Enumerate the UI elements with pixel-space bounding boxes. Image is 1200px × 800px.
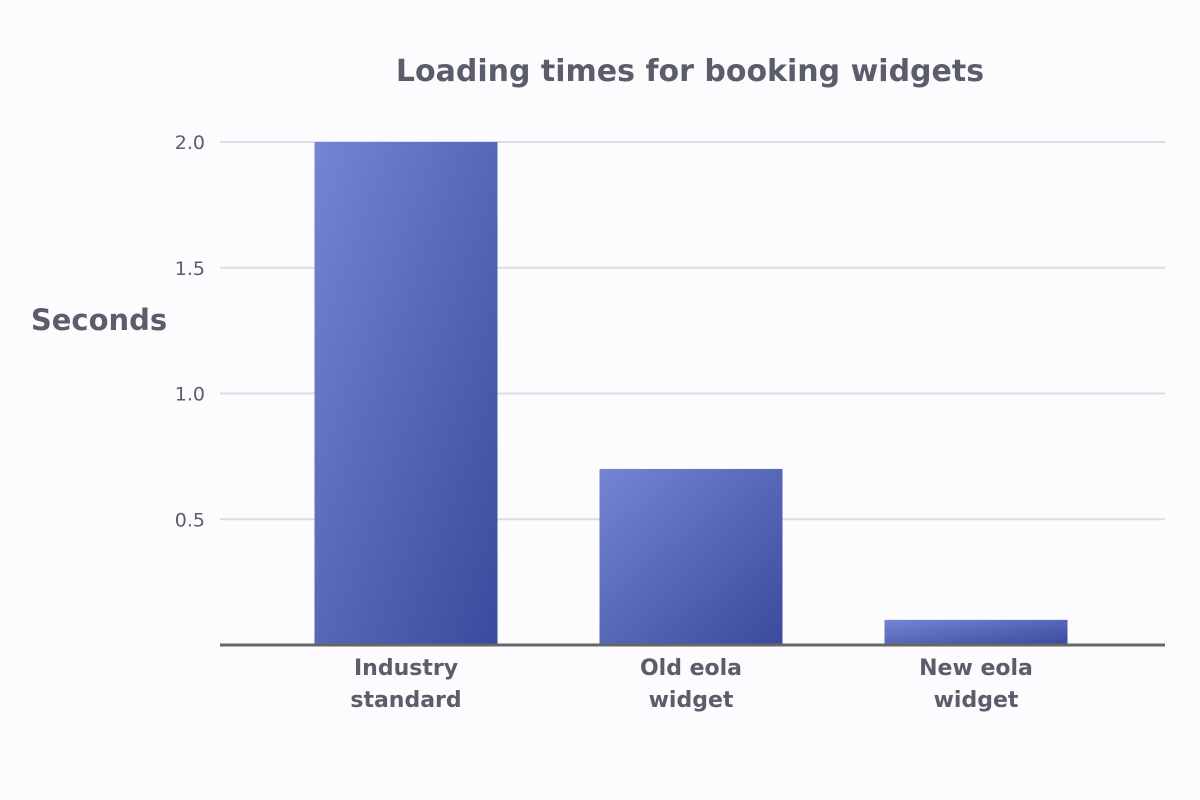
x-category-label: Industry standard: [350, 656, 461, 713]
x-category-label-line: Old eola: [640, 656, 742, 681]
x-axis-categories: Industry standard Old eola widget New eola wi…: [350, 656, 1033, 713]
bar: [884, 619, 1068, 645]
y-axis-label: Seconds: [31, 303, 167, 337]
x-category-label-line: New eola: [919, 656, 1033, 681]
x-category-label-line: Industry: [354, 656, 458, 681]
x-category-label: Old eola widget: [640, 656, 742, 713]
x-category-label-line: standard: [350, 688, 461, 713]
x-category-label-line: widget: [934, 688, 1019, 713]
y-axis-ticks: 0.5 1.0 1.5 2.0: [175, 132, 205, 531]
x-category-label: New eola widget: [919, 656, 1033, 713]
x-category-label-line: widget: [649, 688, 734, 713]
y-tick-label: 0.5: [175, 509, 205, 531]
y-tick-label: 1.5: [175, 258, 205, 280]
y-tick-label: 2.0: [175, 132, 205, 154]
y-tick-label: 1.0: [175, 384, 205, 406]
chart-title: Loading times for booking widgets: [396, 54, 984, 89]
bar: [599, 468, 783, 645]
bar: [314, 142, 498, 645]
bars: [314, 142, 1068, 645]
